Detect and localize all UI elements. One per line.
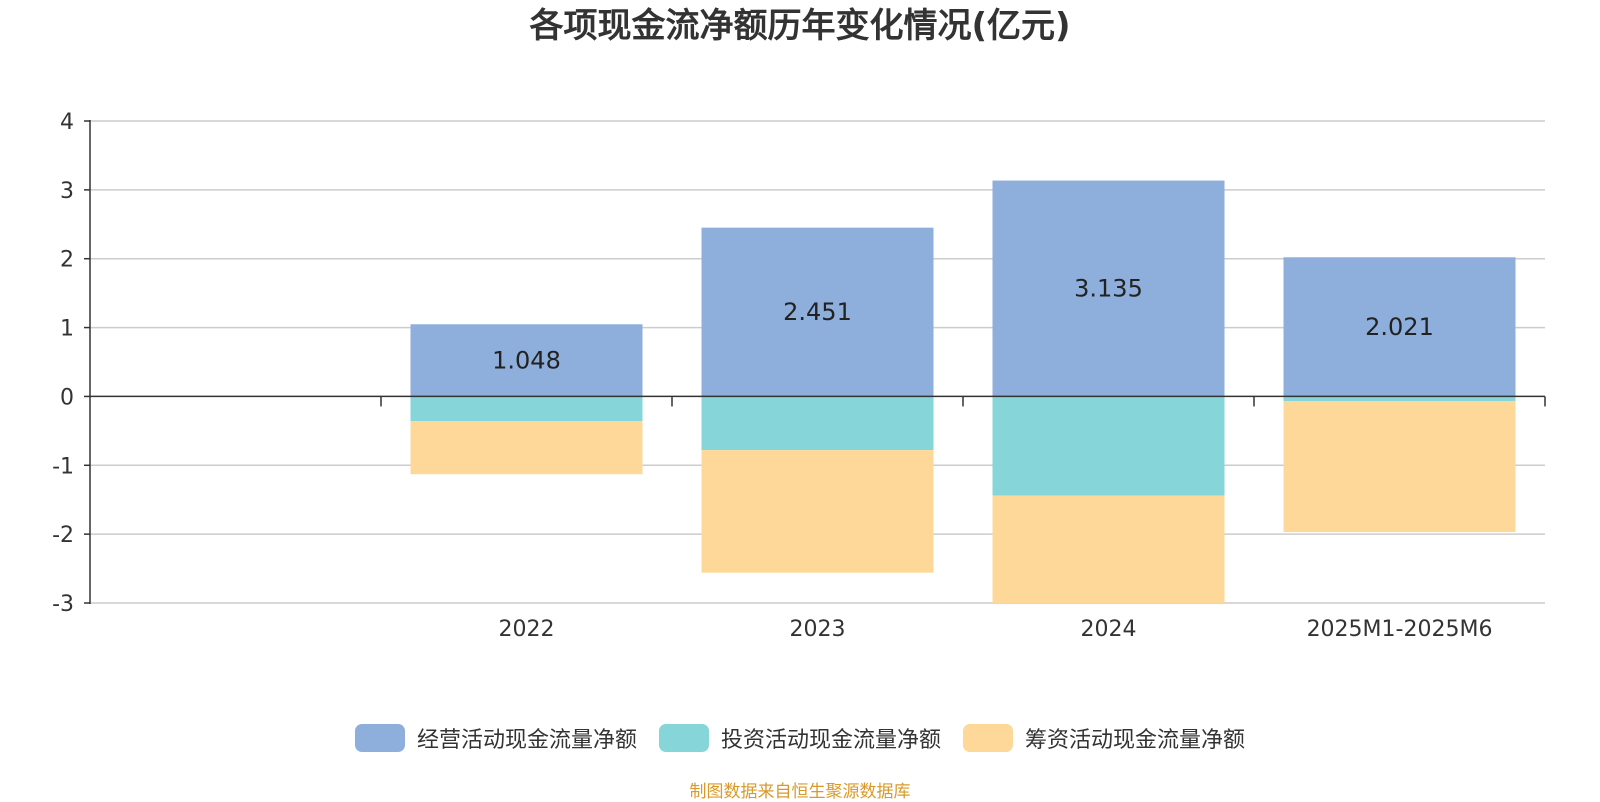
y-tick-label: -2 xyxy=(52,523,74,548)
legend-label-investing: 投资活动现金流量净额 xyxy=(720,728,941,753)
bar-3-2025M1-2025M6 xyxy=(1283,401,1516,533)
x-tick-label: 2023 xyxy=(790,617,846,642)
x-tick-label: 2022 xyxy=(499,617,555,642)
y-tick-label: -1 xyxy=(52,454,74,479)
x-tick-label: 2024 xyxy=(1081,617,1137,642)
y-tick-label: 3 xyxy=(60,179,74,204)
legend-item-financing[interactable]: 筹资活动现金流量净额 xyxy=(963,722,1245,754)
legend-swatch-operating xyxy=(354,724,405,752)
bar-1-2024 xyxy=(992,180,1225,397)
y-tick-label: 1 xyxy=(60,317,74,342)
legend: 经营活动现金流量净额 投资活动现金流量净额 筹资活动现金流量净额 xyxy=(0,722,1600,754)
legend-swatch-financing xyxy=(963,724,1013,752)
y-tick-label: 0 xyxy=(60,385,74,410)
chart-area: 4 3 2 1 0 -1 -2 -3 1.048 2022 2.451 2023 3.135 2024 2.… xyxy=(52,110,1546,642)
data-label: 2.451 xyxy=(783,298,852,326)
bar-3-2023 xyxy=(701,450,934,573)
y-tick-label: 4 xyxy=(60,110,74,135)
data-label: 3.135 xyxy=(1074,274,1143,302)
legend-swatch-investing xyxy=(658,724,709,752)
y-tick-label: 2 xyxy=(60,248,74,273)
bar-3-2024 xyxy=(992,495,1225,603)
bar-2-2025M1-2025M6 xyxy=(1283,396,1516,402)
bar-2-2022 xyxy=(410,396,643,422)
legend-item-investing[interactable]: 投资活动现金流量净额 xyxy=(658,722,941,754)
bar-3-2022 xyxy=(410,421,643,475)
legend-label-financing: 筹资活动现金流量净额 xyxy=(1025,728,1246,753)
x-tick-label: 2025M1-2025M6 xyxy=(1307,617,1493,642)
legend-item-operating[interactable]: 经营活动现金流量净额 xyxy=(354,722,637,754)
bar-2-2023 xyxy=(701,396,934,451)
data-label: 1.048 xyxy=(492,346,561,374)
legend-label-operating: 经营活动现金流量净额 xyxy=(416,728,637,753)
bar-1-2025M1-2025M6 xyxy=(1283,257,1516,397)
source-note: 制图数据来自恒生聚源数据库 xyxy=(689,782,911,802)
bar-1-2022 xyxy=(410,324,643,397)
labels: 4 3 2 1 0 -1 -2 -3 1.048 2022 2.451 2023 3.135 2024 2.… xyxy=(52,110,1492,642)
data-label: 2.021 xyxy=(1365,313,1434,341)
y-tick-label: -3 xyxy=(52,592,74,617)
bars xyxy=(410,180,1516,603)
chart-title: 各项现金流净额历年变化情况(亿元) xyxy=(529,6,1071,46)
axes xyxy=(84,120,1546,604)
bar-1-2023 xyxy=(701,227,934,397)
bar-2-2024 xyxy=(992,396,1225,496)
